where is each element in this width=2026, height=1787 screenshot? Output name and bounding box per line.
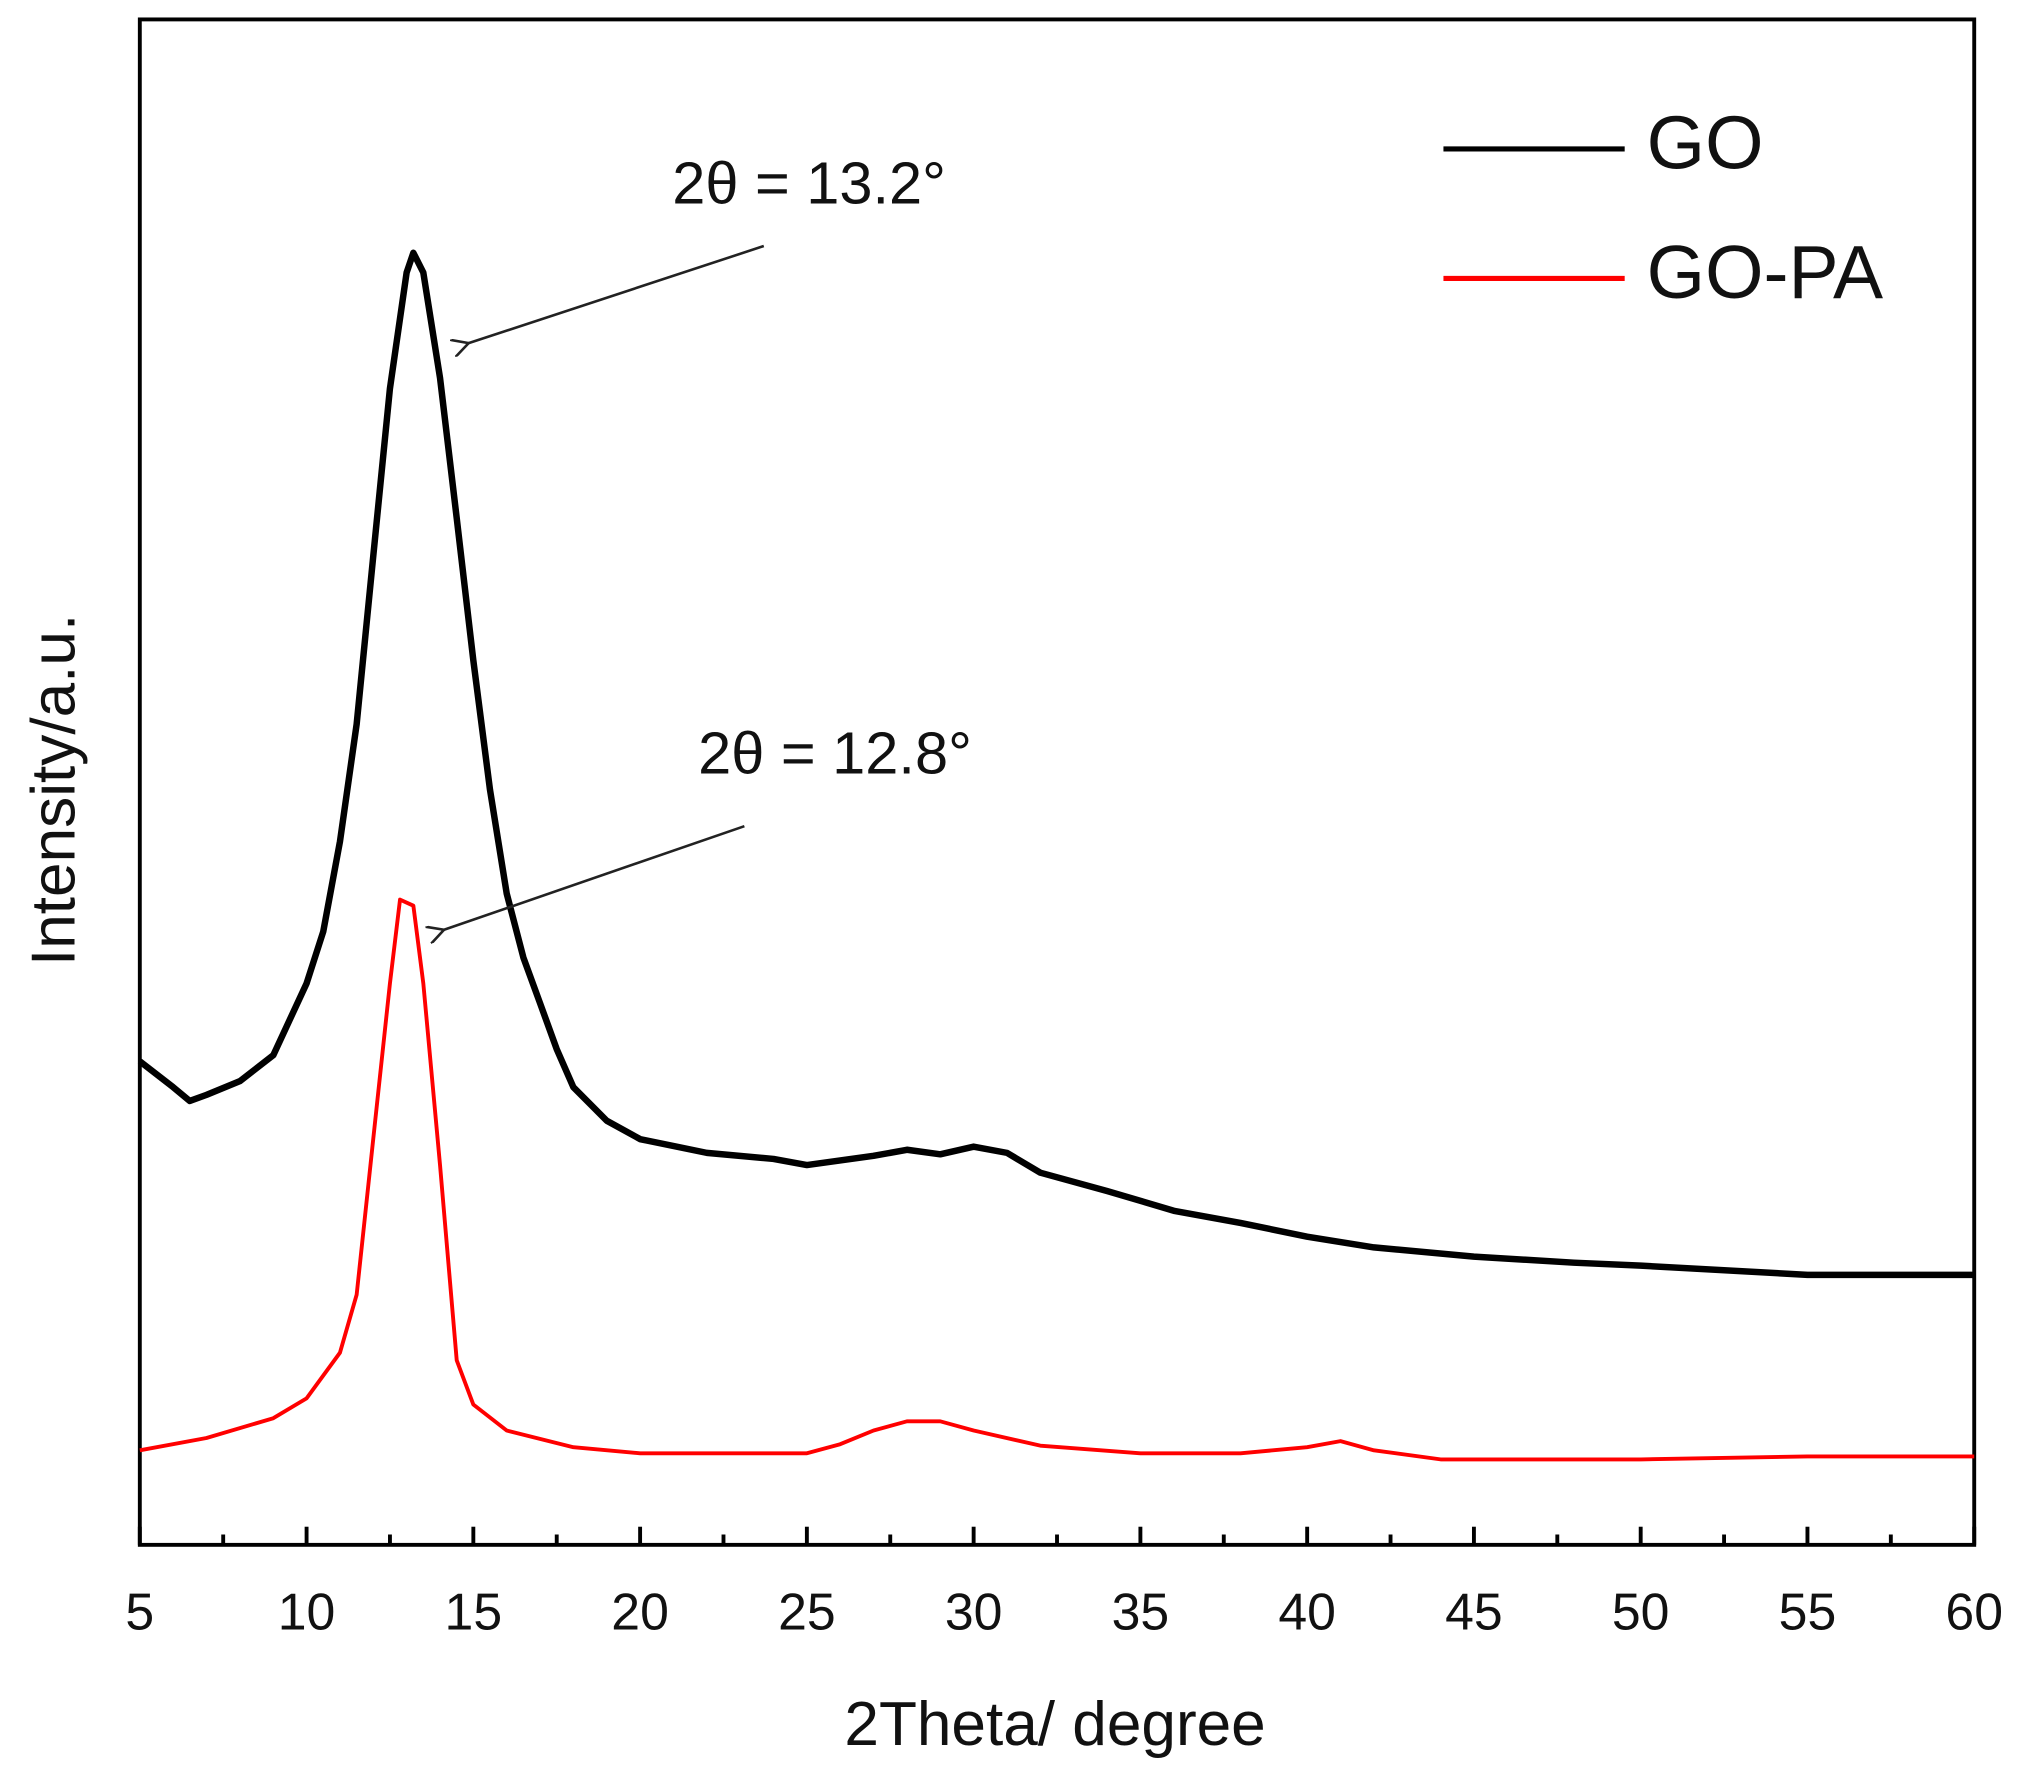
x-tick-label: 10 [278, 1583, 336, 1641]
x-axis-label: 2Theta/ degree [844, 1690, 1265, 1759]
annotation: 2θ = 13.2° [672, 149, 946, 216]
annotation: 2θ = 12.8° [698, 719, 972, 786]
x-tick-label: 15 [445, 1583, 503, 1641]
annotation-arrow [444, 824, 745, 930]
legend-label: GO [1647, 101, 1764, 185]
x-tick-label: 60 [1945, 1583, 2003, 1641]
x-tick-label: 5 [125, 1583, 154, 1641]
x-tick-label: 50 [1612, 1583, 1670, 1641]
line-series [137, 249, 1975, 1279]
x-tick-label: 40 [1278, 1583, 1336, 1641]
x-tick-label: 35 [1112, 1583, 1170, 1641]
x-tick-label: 45 [1445, 1583, 1503, 1641]
legend-label: GO-PA [1647, 230, 1883, 314]
x-tick-label: 55 [1779, 1583, 1837, 1641]
annotation-arrow [469, 244, 765, 343]
x-tick-label: 20 [611, 1583, 669, 1641]
x-tick-label: 30 [945, 1583, 1003, 1641]
x-tick-label: 25 [778, 1583, 836, 1641]
line-series [139, 897, 1975, 1462]
y-axis-label: Intensity/a.u. [20, 614, 89, 966]
